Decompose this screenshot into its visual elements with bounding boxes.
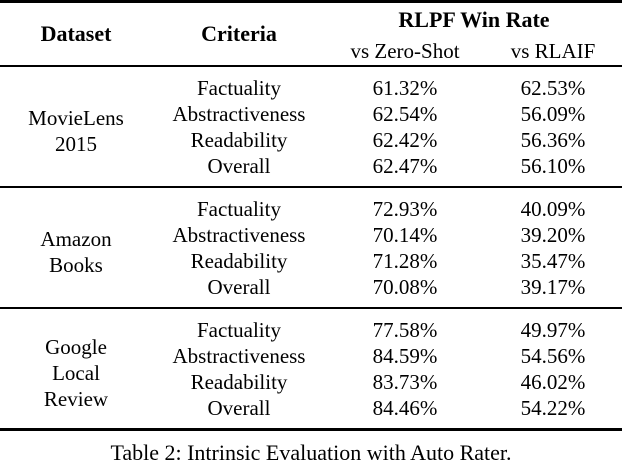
table-row: Abstractiveness 70.14% 39.20% — [0, 222, 622, 248]
dataset-line: Books — [49, 252, 103, 277]
criteria-cell: Factuality — [197, 318, 281, 342]
table-header: Dataset Criteria RLPF Win Rate vs Zero-S… — [0, 2, 622, 66]
value-cell: 54.56% — [520, 344, 586, 368]
value-cell: 49.97% — [520, 318, 586, 342]
value-cell: 77.58% — [372, 318, 438, 342]
header-vs-zero-shot: vs Zero-Shot — [350, 38, 460, 63]
dataset-line: Amazon — [40, 226, 112, 251]
value-cell: 56.36% — [520, 128, 586, 152]
criteria-cell: Factuality — [197, 197, 281, 221]
dataset-line: Local — [52, 360, 100, 385]
table-caption: Table 2: Intrinsic Evaluation with Auto … — [110, 440, 512, 465]
table-row: Abstractiveness 62.54% 56.09% — [0, 101, 622, 127]
value-cell: 54.22% — [520, 396, 586, 420]
value-cell: 62.53% — [520, 76, 586, 100]
dataset-line: Review — [43, 386, 109, 411]
criteria-cell: Abstractiveness — [172, 344, 306, 368]
table-row: Abstractiveness 84.59% 54.56% — [0, 343, 622, 369]
header-dataset: Dataset — [40, 21, 112, 46]
header-vs-rlaif: vs RLAIF — [510, 38, 596, 63]
value-cell: 39.17% — [520, 275, 586, 299]
criteria-cell: Overall — [207, 154, 271, 178]
value-cell: 56.09% — [520, 102, 586, 126]
table-row: Google Local Review Factuality 77.58% 49… — [0, 308, 622, 411]
dataset-cell: Google Local Review — [0, 308, 152, 430]
table-row: Overall 62.47% 56.10% — [0, 153, 622, 187]
criteria-cell: Abstractiveness — [172, 223, 306, 247]
table-row: Overall 70.08% 39.17% — [0, 274, 622, 308]
criteria-cell: Readability — [190, 249, 288, 273]
dataset-cell: Amazon Books — [0, 187, 152, 308]
table-row: Readability 62.42% 56.36% — [0, 127, 622, 153]
table-row: Amazon Books Factuality 72.93% 40.09% — [0, 187, 622, 277]
criteria-cell: Overall — [207, 396, 271, 420]
value-cell: 70.14% — [372, 223, 438, 247]
value-cell: 62.42% — [372, 128, 438, 152]
value-cell: 71.28% — [372, 249, 438, 273]
value-cell: 72.93% — [372, 197, 438, 221]
table-row: Readability 83.73% 46.02% — [0, 369, 622, 395]
group-google-local-review: Google Local Review Factuality 77.58% 49… — [0, 308, 622, 430]
value-cell: 35.47% — [520, 249, 586, 273]
table-row: Overall 84.46% 54.22% — [0, 395, 622, 430]
value-cell: 84.46% — [372, 396, 438, 420]
dataset-line: MovieLens — [28, 105, 124, 130]
intrinsic-evaluation-table: Dataset Criteria RLPF Win Rate vs Zero-S… — [0, 0, 622, 431]
value-cell: 62.54% — [372, 102, 438, 126]
value-cell: 61.32% — [372, 76, 438, 100]
group-movielens-2015: MovieLens 2015 Factuality 61.32% 62.53% … — [0, 66, 622, 187]
value-cell: 40.09% — [520, 197, 586, 221]
value-cell: 70.08% — [372, 275, 438, 299]
value-cell: 56.10% — [520, 154, 586, 178]
criteria-cell: Factuality — [197, 76, 281, 100]
dataset-line: 2015 — [55, 131, 97, 156]
value-cell: 84.59% — [372, 344, 438, 368]
criteria-cell: Abstractiveness — [172, 102, 306, 126]
table-row: MovieLens 2015 Factuality 61.32% 62.53% — [0, 66, 622, 156]
dataset-cell: MovieLens 2015 — [0, 66, 152, 187]
table-row: Readability 71.28% 35.47% — [0, 248, 622, 274]
header-win-rate-group: RLPF Win Rate — [398, 7, 550, 32]
value-cell: 39.20% — [520, 223, 586, 247]
value-cell: 62.47% — [372, 154, 438, 178]
dataset-line: Google — [45, 334, 107, 359]
group-amazon-books: Amazon Books Factuality 72.93% 40.09% Ab… — [0, 187, 622, 308]
value-cell: 83.73% — [372, 370, 438, 394]
criteria-cell: Readability — [190, 370, 288, 394]
header-criteria: Criteria — [201, 21, 277, 46]
value-cell: 46.02% — [520, 370, 586, 394]
criteria-cell: Readability — [190, 128, 288, 152]
criteria-cell: Overall — [207, 275, 271, 299]
